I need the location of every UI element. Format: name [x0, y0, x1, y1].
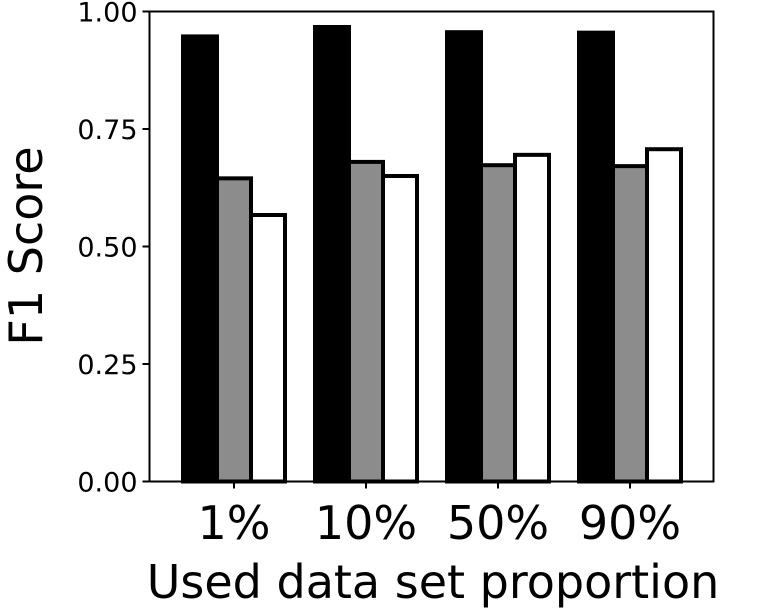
bar-1pct-series-1	[181, 34, 219, 484]
x-axis-label: Used data set proportion	[147, 555, 720, 609]
y-axis-label: F1 Score	[0, 146, 53, 345]
bar-10pct-series-2	[347, 159, 385, 484]
y-tick-label: 0.25	[77, 350, 137, 381]
bar-90pct-series-1	[577, 30, 615, 484]
x-tick-label: 10%	[315, 496, 417, 550]
bar-10pct-series-3	[381, 174, 419, 484]
bar-1pct-series-2	[215, 176, 253, 484]
y-tick-label: 0.75	[77, 115, 137, 146]
bar-90pct-series-2	[611, 164, 649, 484]
x-tick-label: 90%	[579, 496, 681, 550]
bars-group	[181, 25, 683, 484]
bar-90pct-series-3	[645, 147, 683, 484]
y-tick-label: 0.50	[77, 233, 137, 264]
bar-10pct-series-1	[313, 25, 351, 484]
x-tick-label: 50%	[447, 496, 549, 550]
x-tick-label: 1%	[198, 496, 271, 550]
bar-50pct-series-2	[479, 163, 517, 484]
y-axis: 0.00 0.25 0.50 0.75 1.00	[77, 0, 150, 499]
x-axis: 1% 10% 50% 90%	[198, 481, 681, 550]
bar-50pct-series-1	[445, 30, 483, 484]
y-tick-label: 1.00	[77, 0, 137, 29]
y-tick-label: 0.00	[77, 468, 137, 499]
bar-1pct-series-3	[249, 213, 287, 484]
bar-50pct-series-3	[513, 152, 551, 484]
